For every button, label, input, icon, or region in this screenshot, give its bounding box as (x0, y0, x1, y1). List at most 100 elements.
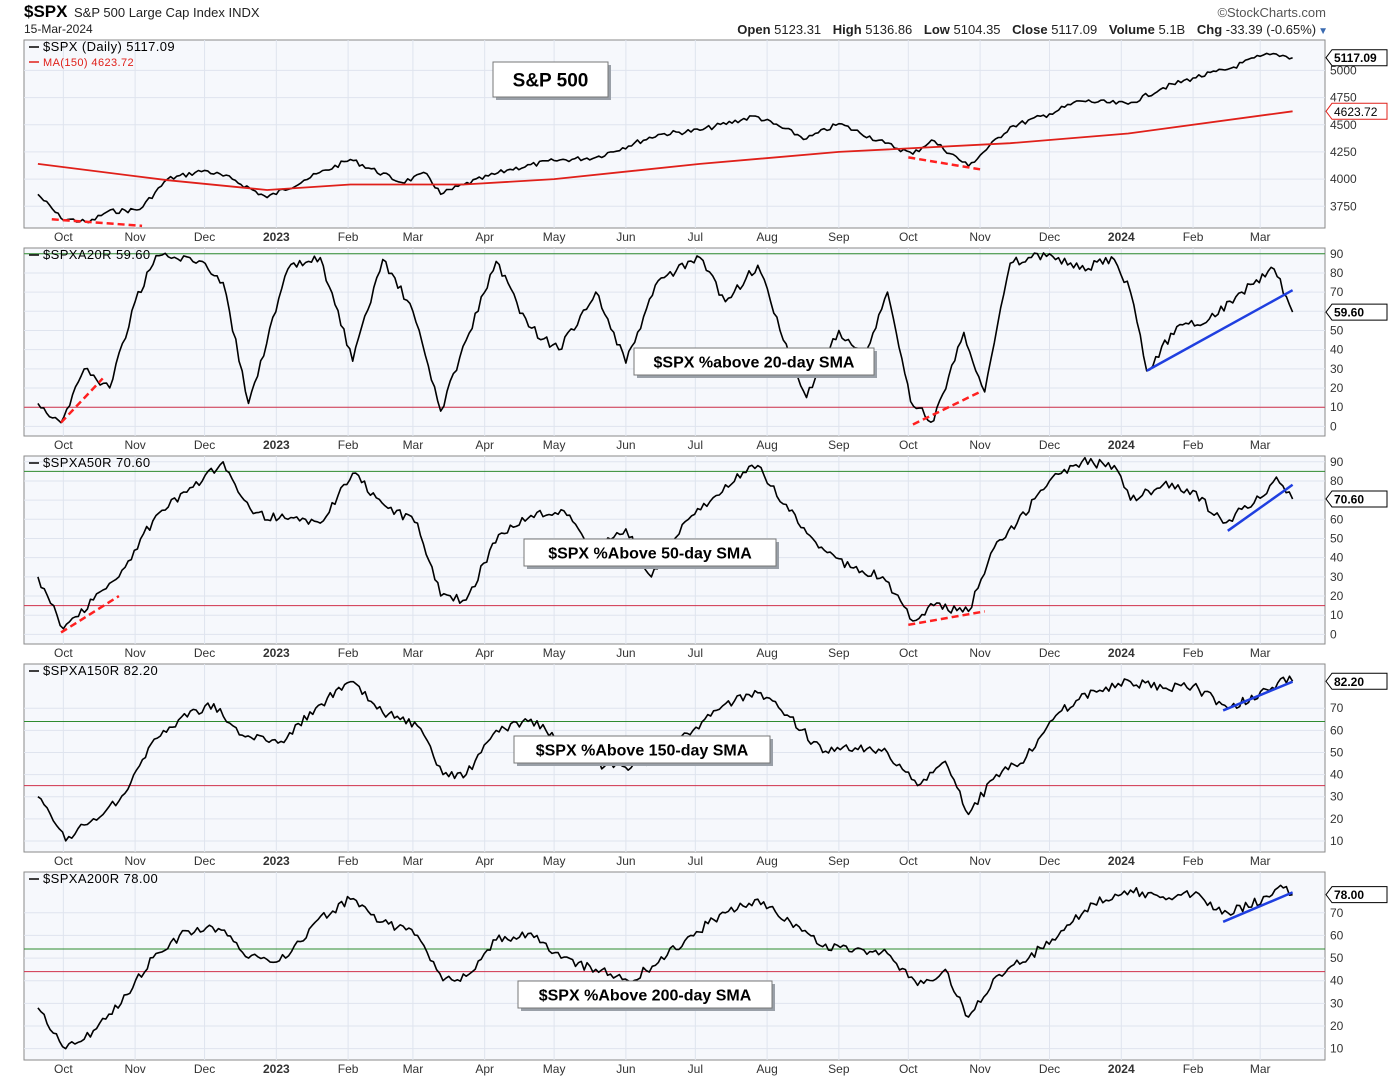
open-label: Open (737, 22, 771, 37)
trend-line-red-1 (60, 377, 104, 424)
x-tick-label: Apr (475, 646, 494, 660)
x-tick-label: Mar (403, 854, 424, 868)
x-tick-label: Dec (194, 230, 215, 244)
y-tick-label: 70 (1330, 906, 1344, 920)
annotation-box (492, 61, 609, 98)
x-tick-label: Dec (1039, 438, 1060, 452)
x-tick-label: May (543, 646, 566, 660)
chg-label: Chg (1196, 22, 1223, 37)
x-tick-label: Oct (899, 230, 918, 244)
y-tick-label: 70 (1330, 701, 1344, 715)
x-tick-label: Dec (194, 854, 215, 868)
x-tick-label: Mar (403, 646, 424, 660)
panel-5-frame (23, 871, 1326, 1061)
y-tick-label: 90 (1330, 455, 1344, 469)
x-tick-label: Apr (475, 854, 494, 868)
x-tick-label: Feb (1183, 1062, 1204, 1076)
last-value-tag: 82.20 (1325, 672, 1388, 690)
x-tick-label: Feb (1183, 438, 1204, 452)
last-value-text: 82.20 (1334, 675, 1364, 689)
x-tick-label: Jun (616, 646, 635, 660)
x-tick-label: Mar (403, 438, 424, 452)
y-tick-label: 10 (1330, 1042, 1344, 1056)
x-tick-label: Dec (1039, 854, 1060, 868)
exchange-code: INDX (228, 5, 260, 20)
x-tick-label: Jul (688, 230, 703, 244)
ma150-line (37, 110, 1293, 191)
ticker-symbol: $SPX (24, 2, 68, 21)
trend-line-blue-3 (1227, 483, 1294, 532)
y-tick-label: 50 (1330, 531, 1344, 545)
x-tick-label: 2024 (1108, 438, 1135, 452)
x-tick-label: Jun (616, 438, 635, 452)
close-label: Close (1012, 22, 1048, 37)
brand-watermark[interactable]: ©StockCharts.com (1217, 5, 1326, 20)
legend-entry: $SPXA50R 70.60 (43, 455, 151, 470)
x-tick-label: Feb (338, 1062, 359, 1076)
x-tick-label: Mar (1250, 438, 1271, 452)
x-tick-label: Apr (475, 1062, 494, 1076)
last-value-tag: 78.00 (1325, 886, 1388, 904)
x-tick-label: Sep (828, 1062, 850, 1076)
panel-1: 3750 4000 4250 4500 4750 5000 Oct Nov Dec 2023 Feb… (23, 39, 1388, 244)
low-label: Low (923, 22, 950, 37)
series-line-5 (37, 884, 1293, 1050)
y-tick-label: 30 (1330, 996, 1344, 1010)
x-tick-label: 2024 (1108, 646, 1135, 660)
trend-line-blue-1 (1222, 891, 1294, 923)
y-tick-label: 0 (1330, 419, 1337, 433)
panel-4: 10 20 30 40 50 60 70 Oct Nov Dec 2023 Feb Mar Apr May J… (23, 663, 1388, 868)
x-tick-label: Feb (1183, 230, 1204, 244)
x-tick-label: Nov (969, 646, 990, 660)
x-tick-label: Nov (124, 438, 145, 452)
y-tick-label: 5000 (1330, 63, 1357, 77)
y-tick-label: 80 (1330, 474, 1344, 488)
last-value-text: 70.60 (1334, 492, 1364, 506)
high-label: High (832, 22, 862, 37)
last-value-tag: 70.60 (1325, 490, 1388, 508)
y-tick-label: 10 (1330, 400, 1344, 414)
x-tick-label: Nov (124, 1062, 145, 1076)
x-tick-label: Oct (899, 1062, 918, 1076)
x-tick-label: Aug (756, 854, 777, 868)
x-tick-label: Mar (1250, 646, 1271, 660)
y-tick-label: 10 (1330, 608, 1344, 622)
panel-1-frame (23, 39, 1326, 229)
x-tick-label: Apr (475, 230, 494, 244)
x-tick-label: Mar (403, 230, 424, 244)
annotation-box (633, 347, 875, 376)
panel-5: 10 20 30 40 50 60 70 Oct Nov Dec 2023 Feb Mar Apr May J… (23, 871, 1388, 1076)
x-tick-label: Nov (969, 438, 990, 452)
y-tick-label: 30 (1330, 362, 1344, 376)
annotation-label: $SPX %Above 50-day SMA (548, 546, 752, 563)
x-tick-label: Nov (124, 646, 145, 660)
y-tick-label: 20 (1330, 589, 1344, 603)
index-fullname: S&P 500 Large Cap Index (74, 5, 225, 20)
y-tick-label: 30 (1330, 790, 1344, 804)
dropdown-arrow-icon[interactable]: ▼ (1318, 26, 1328, 37)
annotation-box (513, 735, 771, 764)
volume-label: Volume (1108, 22, 1155, 37)
x-tick-label: Oct (54, 854, 73, 868)
chart-date: 15-Mar-2024 (24, 22, 93, 36)
y-tick-label: 70 (1330, 285, 1344, 299)
annotation-label: $SPX %above 20-day SMA (654, 355, 855, 372)
close-value: 5117.09 (1051, 22, 1098, 37)
y-tick-label: 40 (1330, 343, 1344, 357)
last-value-tag-shape (1325, 886, 1388, 904)
y-tick-label: 4250 (1330, 145, 1357, 159)
x-tick-label: 2023 (263, 646, 290, 660)
price-divergence-line-2 (908, 156, 981, 171)
x-tick-label: Dec (194, 1062, 215, 1076)
x-tick-label: Dec (1039, 230, 1060, 244)
trend-line-red-1 (60, 594, 120, 634)
y-tick-label: 20 (1330, 381, 1344, 395)
x-tick-label: Sep (828, 854, 850, 868)
x-tick-label: 2024 (1108, 854, 1135, 868)
x-tick-label: Feb (338, 646, 359, 660)
x-tick-label: Oct (899, 854, 918, 868)
y-tick-label: 40 (1330, 768, 1344, 782)
last-value-text: 59.60 (1334, 306, 1364, 320)
y-tick-label: 60 (1330, 723, 1344, 737)
